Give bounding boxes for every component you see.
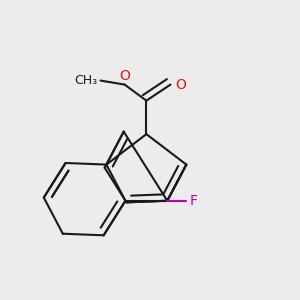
Text: CH₃: CH₃: [74, 74, 98, 87]
Text: F: F: [189, 194, 197, 208]
Text: O: O: [175, 78, 186, 92]
Text: O: O: [119, 69, 130, 83]
